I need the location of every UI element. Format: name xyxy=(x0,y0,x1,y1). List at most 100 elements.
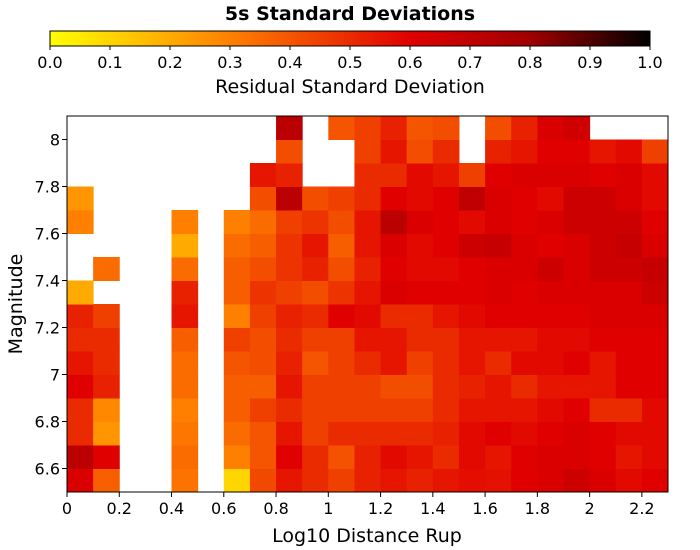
heatmap-cell xyxy=(249,210,277,234)
heatmap-cell xyxy=(511,186,538,211)
heatmap-cell xyxy=(432,233,460,258)
heatmap-cell xyxy=(380,351,408,375)
heatmap-cell xyxy=(589,351,617,375)
heatmap-cell xyxy=(406,445,434,469)
heatmap-cell xyxy=(406,398,434,422)
heatmap-cell xyxy=(511,163,538,187)
heatmap-cell xyxy=(432,374,460,399)
heatmap-cell xyxy=(328,304,355,328)
y-axis-ticks: 6.6 6.8 7 7.2 7.4 7.6 7.8 8 xyxy=(35,131,67,479)
heatmap-cell xyxy=(511,374,538,399)
heatmap-cell xyxy=(641,304,669,328)
heatmap-cell xyxy=(537,351,564,375)
heatmap-cell xyxy=(563,257,591,281)
heatmap-cell xyxy=(276,116,303,140)
heatmap-cell xyxy=(223,210,251,234)
heatmap-cell xyxy=(302,398,329,422)
heatmap-cell xyxy=(615,139,643,164)
heatmap-cell xyxy=(354,327,382,352)
heatmap-cell xyxy=(276,163,303,187)
heatmap-cell xyxy=(328,233,355,258)
heatmap-cell xyxy=(589,233,617,258)
heatmap-cell xyxy=(458,186,486,211)
colorbar-label: Residual Standard Deviation xyxy=(215,76,485,98)
heatmap-cell xyxy=(354,257,382,281)
heatmap-cell xyxy=(485,186,512,211)
heatmap-cell xyxy=(249,280,277,305)
heatmap-cell xyxy=(249,421,277,446)
heatmap-cell xyxy=(406,468,434,493)
heatmap-cell xyxy=(380,468,408,493)
heatmap-cell xyxy=(563,327,591,352)
heatmap-cell xyxy=(563,398,591,422)
heatmap-cell xyxy=(249,304,277,328)
heatmap-cell xyxy=(354,351,382,375)
heatmap-cell xyxy=(432,210,460,234)
heatmap-cell xyxy=(223,468,251,493)
heatmap-cell xyxy=(641,468,669,493)
colorbar xyxy=(49,30,651,47)
heatmap-cell xyxy=(328,210,355,234)
heatmap-cell xyxy=(223,280,251,305)
heatmap-cell xyxy=(354,374,382,399)
heatmap-cell xyxy=(615,468,643,493)
heatmap-cell xyxy=(563,280,591,305)
heatmap-cell xyxy=(432,327,460,352)
x-tick-label: 1.2 xyxy=(368,499,393,518)
x-tick-label: 1.4 xyxy=(420,499,445,518)
heatmap-cell xyxy=(563,374,591,399)
heatmap-cell xyxy=(615,186,643,211)
heatmap-cell xyxy=(67,398,94,422)
x-axis-ticks: 0 0.2 0.4 0.6 0.8 1 1.2 1.4 1.6 1.8 2 2.2 xyxy=(62,492,655,518)
x-tick-label: 1.6 xyxy=(472,499,497,518)
heatmap-cell xyxy=(67,351,94,375)
heatmap-cell xyxy=(93,257,120,281)
colorbar-tick-label: 0.6 xyxy=(397,53,422,72)
heatmap-cell xyxy=(615,280,643,305)
heatmap-cell xyxy=(67,468,94,493)
x-tick-label: 0.6 xyxy=(211,499,236,518)
heatmap-cell xyxy=(171,398,199,422)
heatmap-cell xyxy=(406,116,434,140)
heatmap-cell xyxy=(589,257,617,281)
heatmap-cell xyxy=(249,468,277,493)
heatmap-cell xyxy=(249,186,277,211)
heatmap-cell xyxy=(406,280,434,305)
heatmap-cell xyxy=(485,116,512,140)
heatmap-cell xyxy=(458,257,486,281)
y-tick-label: 7.6 xyxy=(35,225,60,244)
heatmap-cell xyxy=(485,163,512,187)
heatmap-cell xyxy=(249,233,277,258)
heatmap-cell xyxy=(641,374,669,399)
heatmap-cell xyxy=(511,327,538,352)
heatmap-cell xyxy=(93,351,120,375)
heatmap-cell xyxy=(249,445,277,469)
heatmap-cell xyxy=(458,210,486,234)
y-tick-label: 8 xyxy=(50,131,60,150)
heatmap-cell xyxy=(511,304,538,328)
heatmap-cell xyxy=(276,304,303,328)
heatmap-cell xyxy=(458,280,486,305)
heatmap-cell xyxy=(354,116,382,140)
heatmap-cell xyxy=(589,304,617,328)
heatmap-cell xyxy=(485,445,512,469)
heatmap-cell xyxy=(302,210,329,234)
heatmap-cell xyxy=(615,304,643,328)
heatmap-cell xyxy=(511,233,538,258)
heatmap-cell xyxy=(589,163,617,187)
heatmap-cell xyxy=(328,374,355,399)
heatmap-cell xyxy=(67,327,94,352)
heatmap-cell xyxy=(563,468,591,493)
heatmap-cell xyxy=(276,445,303,469)
heatmap-cell xyxy=(511,280,538,305)
heatmap-cell xyxy=(380,327,408,352)
heatmap-cell xyxy=(276,233,303,258)
heatmap-cell xyxy=(380,257,408,281)
heatmap-cell xyxy=(406,374,434,399)
x-axis-label: Log10 Distance Rup xyxy=(272,525,462,547)
heatmap-cell xyxy=(380,233,408,258)
heatmap-cell xyxy=(302,351,329,375)
heatmap-cell xyxy=(276,374,303,399)
heatmap-cell xyxy=(432,116,460,140)
heatmap-cell xyxy=(354,421,382,446)
